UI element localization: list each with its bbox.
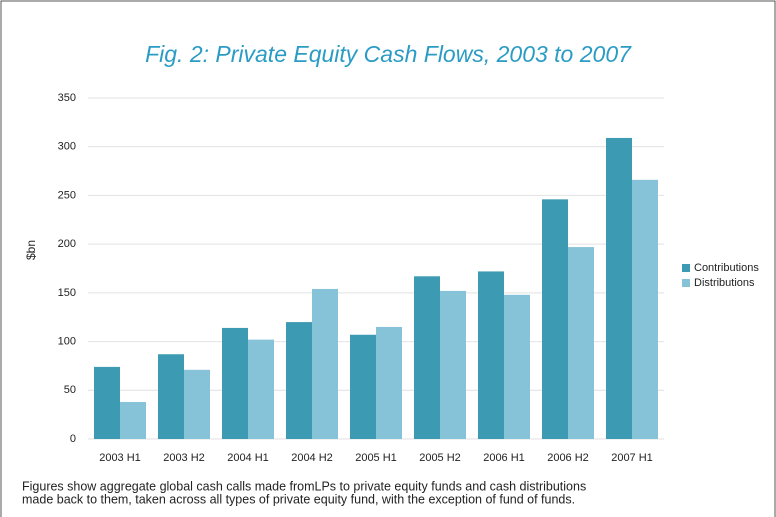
x-tick-label: 2006 H1 (483, 452, 525, 464)
bar (568, 247, 594, 439)
bar (286, 322, 312, 439)
y-tick-label: 50 (64, 384, 76, 396)
x-tick-label: 2006 H2 (547, 452, 589, 464)
y-tick-label: 350 (58, 92, 76, 104)
legend-label: Contributions (694, 262, 759, 274)
bar (158, 354, 184, 439)
x-tick-label: 2004 H1 (227, 452, 269, 464)
bar (376, 326, 402, 439)
legend-label: Distributions (694, 277, 755, 289)
x-tick-label: 2007 H1 (611, 452, 653, 464)
x-tick-label: 2003 H2 (163, 452, 205, 464)
bar (94, 366, 120, 439)
y-tick-label: 200 (58, 238, 76, 250)
bar (478, 271, 504, 439)
bar (606, 137, 632, 439)
bar (248, 339, 274, 439)
y-tick-label: 100 (58, 335, 76, 347)
bar (504, 294, 530, 439)
bar (312, 288, 338, 439)
caption: made back to them, taken across all type… (22, 492, 575, 506)
legend-swatch (682, 279, 690, 287)
y-axis-label: $bn (24, 240, 38, 260)
bar (350, 334, 376, 439)
bar (184, 369, 210, 439)
bar (542, 199, 568, 439)
y-tick-label: 150 (58, 287, 76, 299)
caption: Figures show aggregate global cash calls… (22, 479, 586, 493)
bar (222, 327, 248, 439)
x-tick-label: 2003 H1 (99, 452, 141, 464)
bar (632, 179, 658, 439)
bar (414, 276, 440, 439)
x-tick-label: 2004 H2 (291, 452, 333, 464)
bar (440, 290, 466, 439)
bar (120, 401, 146, 439)
x-tick-label: 2005 H1 (355, 452, 397, 464)
legend-swatch (682, 264, 690, 272)
y-tick-label: 300 (58, 141, 76, 153)
y-tick-label: 250 (58, 189, 76, 201)
chart-title: Fig. 2: Private Equity Cash Flows, 2003 … (145, 41, 632, 67)
y-tick-label: 0 (70, 433, 76, 445)
x-tick-label: 2005 H2 (419, 452, 461, 464)
